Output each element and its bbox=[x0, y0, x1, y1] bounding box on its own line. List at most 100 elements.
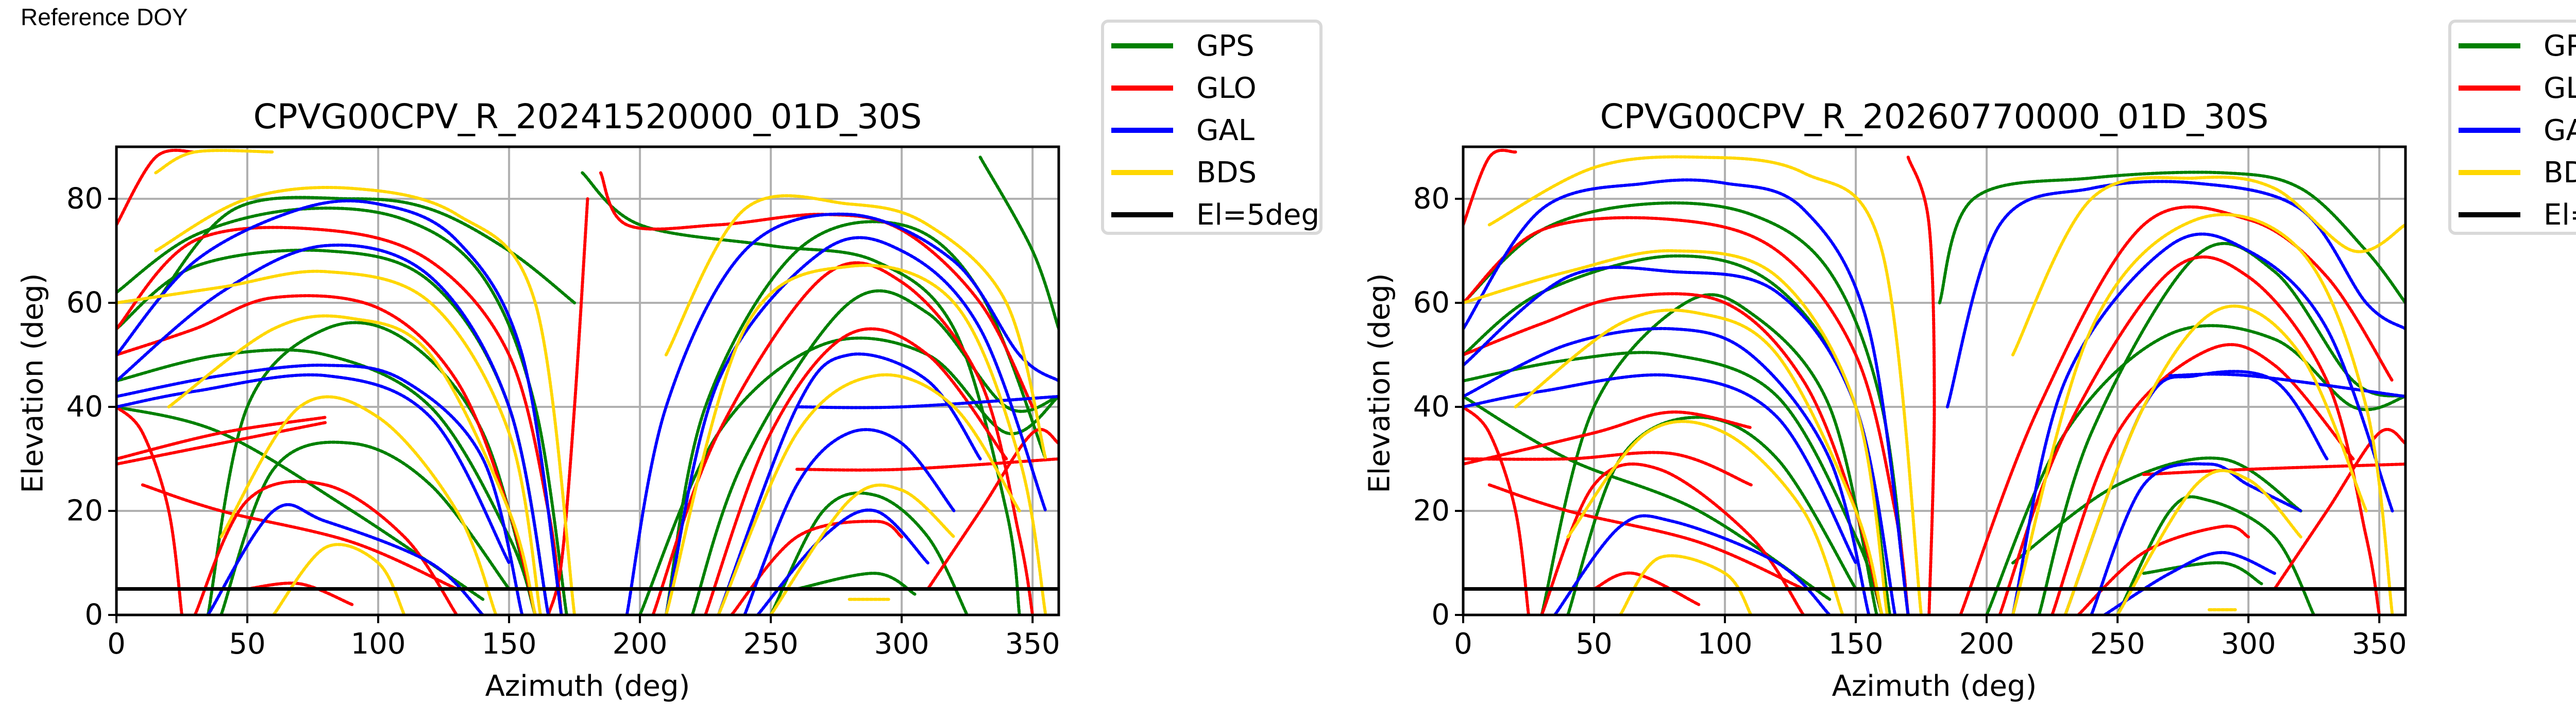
legend-item-gps: GPS bbox=[2459, 28, 2576, 64]
legend-label: GAL bbox=[1196, 113, 1255, 147]
track-bds bbox=[1566, 420, 1844, 615]
tracks bbox=[116, 148, 1059, 615]
track-glo bbox=[246, 581, 354, 606]
legend-item-bds: BDS bbox=[2459, 155, 2576, 191]
legend: GPS GLO GAL BDS El=5deg bbox=[2448, 20, 2576, 235]
x-tick-label: 100 bbox=[350, 627, 406, 661]
chart-panel-1: CPVG00CPV_R_20241520000_01D_30S Azimuth … bbox=[16, 20, 1323, 703]
track-glo bbox=[2273, 427, 2405, 591]
x-tick-label: 200 bbox=[1959, 627, 2014, 661]
legend-label: BDS bbox=[1196, 156, 1257, 190]
track-gps bbox=[978, 156, 1059, 331]
legend-label: GLO bbox=[1196, 71, 1257, 105]
track-bds bbox=[2011, 176, 2405, 356]
x-tick-label: 50 bbox=[1575, 627, 1613, 661]
legend-label: BDS bbox=[2544, 156, 2576, 190]
x-tick-label: 250 bbox=[743, 627, 799, 661]
track-gal bbox=[1553, 514, 1832, 615]
y-tick-label: 0 bbox=[84, 598, 103, 632]
track-gps bbox=[1938, 170, 2405, 304]
tracks bbox=[1463, 148, 2405, 615]
legend: GPS GLO GAL BDS El=5deg bbox=[1101, 20, 1323, 235]
track-glo bbox=[2050, 343, 2355, 615]
y-tick-label: 60 bbox=[1413, 286, 1450, 320]
y-axis-label: Elevation (deg) bbox=[1363, 273, 1397, 493]
track-bds bbox=[769, 483, 956, 615]
x-tick-label: 200 bbox=[612, 627, 668, 661]
track-gal bbox=[664, 236, 1047, 615]
legend-swatch bbox=[2459, 128, 2520, 133]
track-bds bbox=[1487, 155, 1923, 615]
track-bds bbox=[219, 395, 498, 615]
track-gps bbox=[690, 289, 1059, 615]
legend-label: GPS bbox=[2544, 29, 2576, 63]
x-tick-label: 150 bbox=[481, 627, 537, 661]
y-tick-label: 60 bbox=[66, 286, 103, 320]
x-tick-label: 50 bbox=[229, 627, 266, 661]
x-tick-label: 100 bbox=[1697, 627, 1753, 661]
legend-item-gal: GAL bbox=[1111, 112, 1255, 148]
y-axis-label: Elevation (deg) bbox=[16, 273, 50, 493]
legend-swatch bbox=[1111, 212, 1173, 217]
track-gal bbox=[1463, 266, 1897, 615]
legend-swatch bbox=[1111, 43, 1173, 48]
plot-area bbox=[108, 145, 1060, 623]
track-glo bbox=[1540, 462, 1805, 615]
track-glo bbox=[116, 148, 197, 227]
track-bds bbox=[664, 194, 1047, 460]
track-gal bbox=[116, 199, 563, 615]
track-glo bbox=[926, 427, 1059, 591]
x-tick-label: 250 bbox=[2090, 627, 2145, 661]
figure-label: Reference DOY bbox=[21, 4, 188, 30]
track-gal bbox=[1945, 180, 2405, 408]
track-gps bbox=[2142, 561, 2263, 586]
legend-swatch bbox=[1111, 128, 1173, 133]
track-bds bbox=[1514, 308, 1884, 615]
track-bds bbox=[2116, 469, 2302, 615]
axes-frame bbox=[1462, 145, 2407, 616]
legend-swatch bbox=[2459, 43, 2520, 48]
legend-swatch bbox=[2459, 85, 2520, 91]
track-bds bbox=[167, 314, 537, 615]
track-gal bbox=[1463, 178, 1910, 615]
track-gps bbox=[2037, 242, 2405, 615]
track-glo bbox=[1592, 571, 1701, 606]
y-tick-label: 20 bbox=[66, 494, 103, 528]
legend-label: GAL bbox=[2544, 113, 2576, 147]
track-bds bbox=[2011, 213, 2394, 615]
legend-item-gps: GPS bbox=[1111, 28, 1255, 64]
track-gal bbox=[116, 373, 511, 564]
track-glo bbox=[116, 421, 328, 466]
track-glo bbox=[116, 405, 183, 615]
track-glo bbox=[116, 416, 328, 460]
y-tick-label: 0 bbox=[1431, 598, 1450, 632]
legend-label: El=5deg bbox=[1196, 198, 1320, 232]
track-gps bbox=[795, 572, 917, 596]
track-bds bbox=[116, 269, 543, 615]
track-glo bbox=[795, 457, 1059, 472]
track-gal bbox=[2168, 372, 2405, 398]
legend-label: GPS bbox=[1196, 29, 1255, 63]
track-glo bbox=[704, 327, 1008, 615]
x-axis-label: Azimuth (deg) bbox=[1832, 670, 2037, 703]
y-tick-label: 40 bbox=[66, 390, 103, 424]
y-tick-label: 80 bbox=[1413, 182, 1450, 216]
track-gal bbox=[1463, 373, 1858, 564]
legend-swatch bbox=[1111, 85, 1173, 91]
chart-panel-2: CPVG00CPV_R_20260770000_01D_30S Azimuth … bbox=[1347, 0, 2576, 720]
track-glo bbox=[1463, 451, 1753, 487]
axes-frame bbox=[115, 145, 1060, 616]
track-gps bbox=[116, 207, 568, 615]
track-bds bbox=[664, 264, 1047, 615]
legend-item-bds: BDS bbox=[1111, 155, 1257, 191]
plot-svg bbox=[1455, 145, 2407, 623]
track-gal bbox=[756, 508, 929, 615]
track-gal bbox=[2011, 232, 2394, 615]
track-glo bbox=[1959, 205, 2394, 615]
track-glo bbox=[1463, 405, 1530, 615]
track-gps bbox=[116, 405, 485, 601]
track-glo bbox=[730, 520, 904, 615]
track-gal bbox=[116, 243, 550, 615]
track-gal bbox=[2090, 462, 2302, 615]
legend-item-glo: GLO bbox=[1111, 70, 1257, 106]
